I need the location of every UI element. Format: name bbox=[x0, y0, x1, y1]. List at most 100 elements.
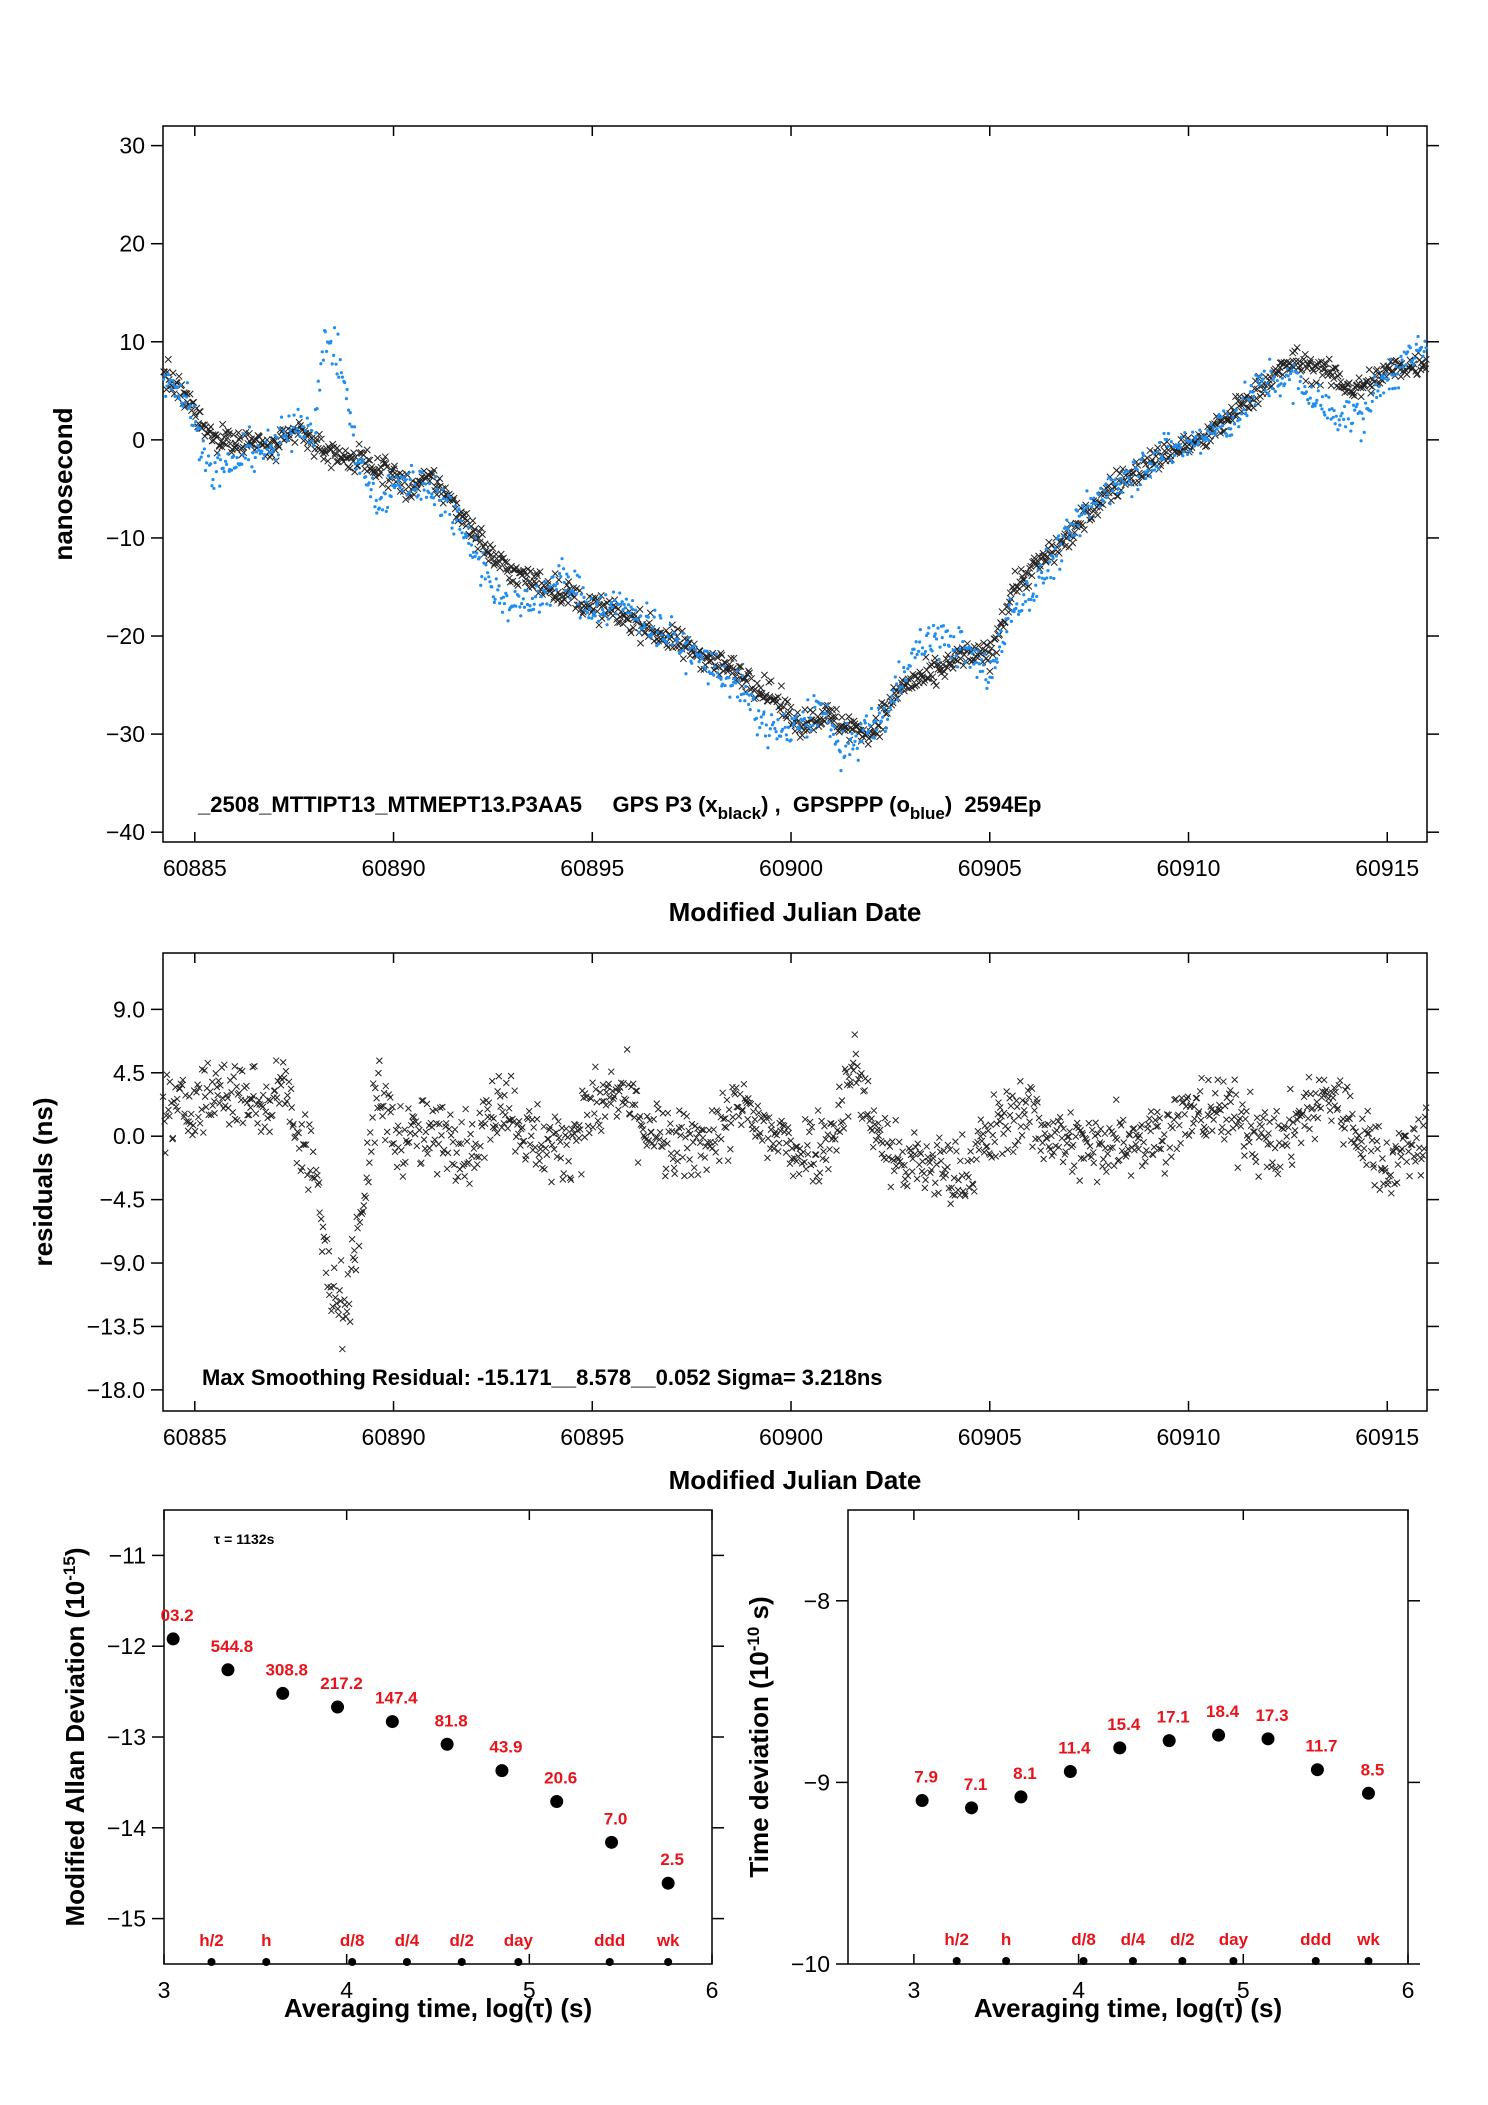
data-point-x bbox=[858, 1070, 865, 1077]
data-point-x bbox=[932, 681, 940, 689]
data-point-o bbox=[306, 423, 310, 428]
data-point-x bbox=[290, 1120, 297, 1128]
data-point-x bbox=[1129, 1125, 1137, 1133]
data-point-o bbox=[1022, 593, 1026, 597]
data-point-o bbox=[1370, 399, 1374, 404]
data-point-x bbox=[678, 1123, 686, 1131]
data-point-o bbox=[1327, 408, 1332, 412]
data-point-x bbox=[788, 1145, 796, 1152]
data-point-o bbox=[484, 563, 488, 567]
data-point-x bbox=[1272, 1165, 1279, 1172]
data-point-x bbox=[650, 1115, 658, 1123]
data-point-x bbox=[1191, 1115, 1198, 1123]
mdev-plot-frame bbox=[163, 1509, 713, 1965]
data-point-x bbox=[721, 1123, 729, 1131]
data-point-x bbox=[1261, 1109, 1269, 1116]
data-point-x bbox=[719, 1089, 727, 1097]
data-point-o bbox=[386, 474, 391, 478]
data-point-x bbox=[979, 1130, 987, 1138]
data-point-x bbox=[288, 1104, 296, 1111]
data-point-x bbox=[1293, 344, 1301, 352]
data-point-x bbox=[1334, 1104, 1342, 1112]
series-residuals bbox=[159, 1031, 1430, 1353]
data-point-o bbox=[537, 610, 542, 614]
data-point-o bbox=[1076, 523, 1080, 528]
data-point-x bbox=[868, 1127, 876, 1134]
data-point-x bbox=[666, 1120, 674, 1127]
data-point-x bbox=[346, 464, 354, 472]
data-point-x bbox=[548, 1178, 555, 1186]
data-point-x bbox=[661, 1172, 669, 1180]
data-point-x bbox=[1244, 404, 1252, 412]
data-point-x bbox=[1181, 1130, 1189, 1138]
data-point-o bbox=[1105, 491, 1110, 496]
data-point-o bbox=[812, 693, 816, 698]
data-point-x bbox=[1018, 1131, 1026, 1139]
data-point-x bbox=[751, 1133, 759, 1140]
time-marker-dot bbox=[1364, 1957, 1373, 1965]
data-point-x bbox=[983, 641, 991, 649]
data-point-o bbox=[933, 632, 937, 636]
data-point-x bbox=[634, 1159, 642, 1166]
data-point-o bbox=[309, 422, 313, 426]
data-point-x bbox=[965, 1173, 972, 1181]
data-point-x bbox=[377, 463, 385, 471]
data-point-o bbox=[1315, 398, 1319, 402]
data-point-x bbox=[1167, 1153, 1175, 1161]
data-point-x bbox=[1398, 1145, 1406, 1153]
data-point-x bbox=[1205, 1076, 1212, 1084]
data-point-x bbox=[1273, 1107, 1281, 1115]
data-point-x bbox=[715, 1157, 723, 1165]
data-point-x bbox=[895, 1138, 903, 1146]
series-gps-p3-black bbox=[160, 344, 1430, 748]
data-point-x bbox=[330, 1264, 338, 1272]
data-point-o bbox=[801, 719, 805, 723]
data-point-x bbox=[216, 442, 224, 450]
data-point-x bbox=[1022, 1099, 1030, 1106]
data-point-x bbox=[264, 1114, 271, 1122]
data-point-x bbox=[901, 1161, 908, 1169]
data-point-x bbox=[530, 1124, 538, 1131]
data-point-o bbox=[705, 649, 709, 653]
data-point-o bbox=[168, 378, 172, 382]
data-point-x bbox=[737, 662, 745, 671]
data-point-o bbox=[1097, 493, 1101, 497]
data-point-x bbox=[310, 452, 318, 460]
data-point-x bbox=[1360, 382, 1368, 390]
data-point-o bbox=[1183, 430, 1187, 435]
data-point-x bbox=[1331, 364, 1339, 372]
data-point-o bbox=[922, 652, 926, 656]
data-point-x bbox=[1048, 1152, 1056, 1159]
data-point-x bbox=[811, 1151, 819, 1158]
data-point-o bbox=[405, 493, 409, 497]
time-marker-dot bbox=[402, 1958, 411, 1966]
data-point-o bbox=[457, 507, 461, 511]
data-point-x bbox=[567, 1176, 575, 1184]
data-point-o bbox=[164, 394, 168, 398]
data-point-o bbox=[557, 571, 562, 576]
data-point-x bbox=[1233, 1121, 1240, 1129]
data-point-x bbox=[423, 1100, 431, 1108]
data-point-o bbox=[819, 702, 824, 706]
data-point-x bbox=[283, 1097, 291, 1105]
data-point-x bbox=[1093, 1178, 1101, 1186]
data-point-x bbox=[541, 1166, 548, 1173]
data-point-x bbox=[470, 1145, 478, 1152]
data-point-o bbox=[637, 630, 641, 634]
data-point-o bbox=[927, 626, 931, 630]
data-point-x bbox=[1146, 446, 1154, 455]
data-point-o bbox=[194, 420, 198, 424]
data-point-o bbox=[1127, 476, 1131, 480]
data-point-o bbox=[271, 448, 276, 452]
data-point-x bbox=[1162, 1159, 1170, 1166]
time-marker-label: day bbox=[1219, 1930, 1249, 1949]
data-point-x bbox=[525, 1107, 533, 1115]
data-point bbox=[221, 1663, 235, 1677]
data-point-o bbox=[536, 589, 540, 593]
data-point-x bbox=[775, 1139, 783, 1147]
data-point-x bbox=[757, 684, 765, 692]
data-point-x bbox=[1233, 411, 1241, 419]
data-point-x bbox=[921, 1184, 929, 1192]
data-point-x bbox=[660, 1137, 668, 1145]
data-point-o bbox=[409, 463, 414, 468]
